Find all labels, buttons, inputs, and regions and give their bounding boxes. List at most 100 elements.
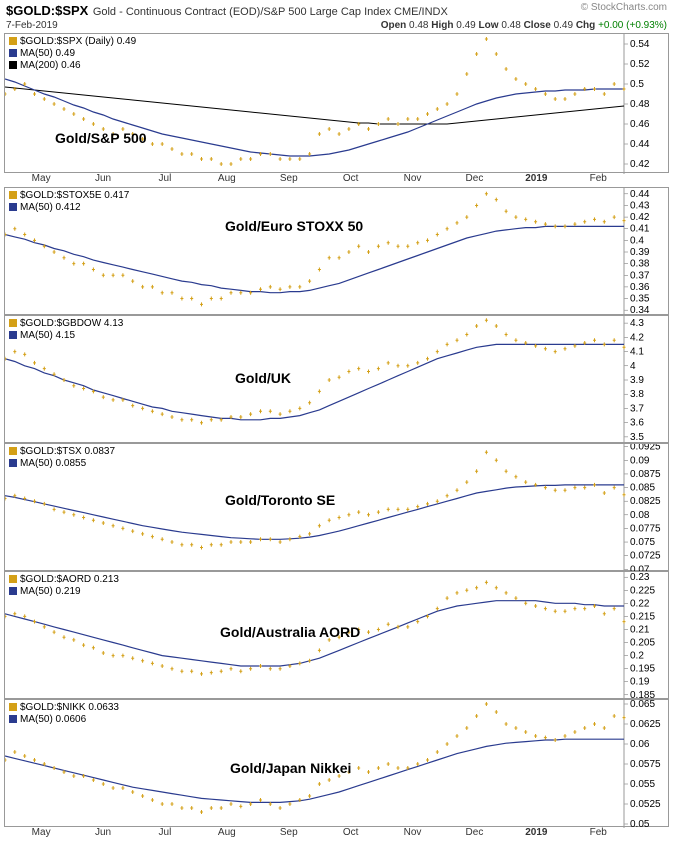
svg-text:0.44: 0.44 <box>630 139 650 150</box>
svg-text:0.205: 0.205 <box>630 638 655 649</box>
legend-swatch <box>9 459 17 467</box>
svg-text:0.44: 0.44 <box>630 189 650 200</box>
svg-text:0.52: 0.52 <box>630 59 650 70</box>
legend-label: $GOLD:$SPX (Daily) 0.49 <box>20 36 136 47</box>
svg-text:0.075: 0.075 <box>630 537 655 548</box>
svg-text:0.46: 0.46 <box>630 119 650 130</box>
symbol-description: Gold - Continuous Contract (EOD)/S&P 500… <box>93 6 448 18</box>
svg-text:0.225: 0.225 <box>630 585 655 596</box>
svg-text:0.41: 0.41 <box>630 224 650 235</box>
legend-label: $GOLD:$GBDOW 4.13 <box>20 318 123 329</box>
legend-swatch <box>9 587 17 595</box>
legend-label: $GOLD:$STOX5E 0.417 <box>20 190 129 201</box>
svg-text:0.42: 0.42 <box>630 159 650 170</box>
svg-text:0.09: 0.09 <box>630 455 650 466</box>
chart-panel: $GOLD:$NIKK 0.0633MA(50) 0.0606 Gold/Japa… <box>4 699 669 827</box>
attribution: © StockCharts.com <box>581 2 667 13</box>
svg-text:0.055: 0.055 <box>630 779 655 790</box>
svg-text:0.39: 0.39 <box>630 247 650 258</box>
svg-text:3.6: 3.6 <box>630 418 644 429</box>
svg-text:0.37: 0.37 <box>630 270 650 281</box>
svg-text:4.3: 4.3 <box>630 318 644 329</box>
chart-panel: $GOLD:$AORD 0.213MA(50) 0.219 Gold/Austra… <box>4 571 669 699</box>
panel-title: Gold/Japan Nikkei <box>230 760 351 776</box>
svg-text:3.5: 3.5 <box>630 432 644 443</box>
svg-text:0.43: 0.43 <box>630 200 650 211</box>
legend-label: MA(50) 0.0855 <box>20 458 86 469</box>
svg-text:0.4: 0.4 <box>630 235 644 246</box>
svg-text:4.1: 4.1 <box>630 347 644 358</box>
panel-legend: $GOLD:$GBDOW 4.13MA(50) 4.15 <box>9 318 123 342</box>
panel-legend: $GOLD:$TSX 0.0837MA(50) 0.0855 <box>9 446 115 470</box>
legend-swatch <box>9 447 17 455</box>
svg-text:0.23: 0.23 <box>630 572 650 583</box>
legend-swatch <box>9 715 17 723</box>
panel-title: Gold/Euro STOXX 50 <box>225 218 363 234</box>
svg-text:0.065: 0.065 <box>630 700 655 710</box>
legend-label: $GOLD:$AORD 0.213 <box>20 574 119 585</box>
legend-label: MA(200) 0.46 <box>20 60 81 71</box>
legend-swatch <box>9 191 17 199</box>
panel-legend: $GOLD:$STOX5E 0.417MA(50) 0.412 <box>9 190 129 214</box>
chart-panel: $GOLD:$TSX 0.0837MA(50) 0.0855Gold/Toron… <box>4 443 669 571</box>
svg-text:0.0725: 0.0725 <box>630 551 661 562</box>
svg-text:0.085: 0.085 <box>630 483 655 494</box>
panel-title: Gold/Australia AORD <box>220 624 360 640</box>
svg-text:3.8: 3.8 <box>630 389 644 400</box>
panel-legend: $GOLD:$SPX (Daily) 0.49MA(50) 0.49MA(200… <box>9 36 136 72</box>
legend-swatch <box>9 331 17 339</box>
chart-panel: $GOLD:$GBDOW 4.13MA(50) 4.15 Gold/UK 3.5 3.… <box>4 315 669 443</box>
panel-legend: $GOLD:$NIKK 0.0633MA(50) 0.0606 <box>9 702 119 726</box>
svg-text:0.19: 0.19 <box>630 677 650 688</box>
svg-text:0.08: 0.08 <box>630 510 650 521</box>
svg-text:0.2: 0.2 <box>630 651 644 662</box>
x-axis-labels: MayJunJulAugSepOctNovDec2019Feb <box>4 827 669 841</box>
panel-title: Gold/UK <box>235 370 291 386</box>
svg-text:0.42: 0.42 <box>630 212 650 223</box>
svg-text:4: 4 <box>630 361 636 372</box>
svg-text:0.06: 0.06 <box>630 739 650 750</box>
svg-text:3.9: 3.9 <box>630 375 644 386</box>
legend-label: MA(50) 0.0606 <box>20 714 86 725</box>
svg-text:0.0525: 0.0525 <box>630 799 661 810</box>
ohlc-readout: Open 0.48 High 0.49 Low 0.48 Close 0.49 … <box>381 20 667 31</box>
panel-legend: $GOLD:$AORD 0.213MA(50) 0.219 <box>9 574 119 598</box>
svg-text:0.36: 0.36 <box>630 282 650 293</box>
legend-label: $GOLD:$TSX 0.0837 <box>20 446 115 457</box>
legend-swatch <box>9 49 17 57</box>
chart-date: 7-Feb-2019 <box>6 20 58 31</box>
svg-text:0.5: 0.5 <box>630 79 644 90</box>
svg-text:0.0825: 0.0825 <box>630 496 661 507</box>
svg-text:0.54: 0.54 <box>630 39 650 50</box>
svg-text:0.0575: 0.0575 <box>630 759 661 770</box>
legend-label: MA(50) 0.219 <box>20 586 81 597</box>
svg-text:0.21: 0.21 <box>630 624 650 635</box>
legend-label: MA(50) 0.49 <box>20 48 75 59</box>
svg-text:0.22: 0.22 <box>630 598 650 609</box>
x-axis-labels: MayJunJulAugSepOctNovDec2019Feb <box>4 173 669 187</box>
legend-swatch <box>9 203 17 211</box>
legend-swatch <box>9 703 17 711</box>
legend-swatch <box>9 319 17 327</box>
svg-text:3.7: 3.7 <box>630 403 644 414</box>
svg-text:0.0875: 0.0875 <box>630 469 661 480</box>
svg-text:0.48: 0.48 <box>630 99 650 110</box>
symbol: $GOLD:$SPX <box>6 3 88 18</box>
legend-swatch <box>9 37 17 45</box>
svg-text:0.0925: 0.0925 <box>630 444 661 453</box>
panel-title: Gold/S&P 500 <box>55 130 147 146</box>
svg-text:0.35: 0.35 <box>630 294 650 305</box>
chart-header: © StockCharts.com $GOLD:$SPX Gold - Cont… <box>0 0 673 20</box>
legend-label: $GOLD:$NIKK 0.0633 <box>20 702 119 713</box>
chart-panel: $GOLD:$STOX5E 0.417MA(50) 0.412 Gold/Euro… <box>4 187 669 315</box>
chart-subheader: Open 0.48 High 0.49 Low 0.48 Close 0.49 … <box>0 20 673 33</box>
svg-text:0.195: 0.195 <box>630 664 655 675</box>
legend-swatch <box>9 575 17 583</box>
chart-panel: $GOLD:$SPX (Daily) 0.49MA(50) 0.49MA(200… <box>4 33 669 173</box>
legend-swatch <box>9 61 17 69</box>
svg-text:0.215: 0.215 <box>630 611 655 622</box>
svg-text:0.0775: 0.0775 <box>630 523 661 534</box>
legend-label: MA(50) 0.412 <box>20 202 81 213</box>
legend-label: MA(50) 4.15 <box>20 330 75 341</box>
svg-text:0.0625: 0.0625 <box>630 719 661 730</box>
